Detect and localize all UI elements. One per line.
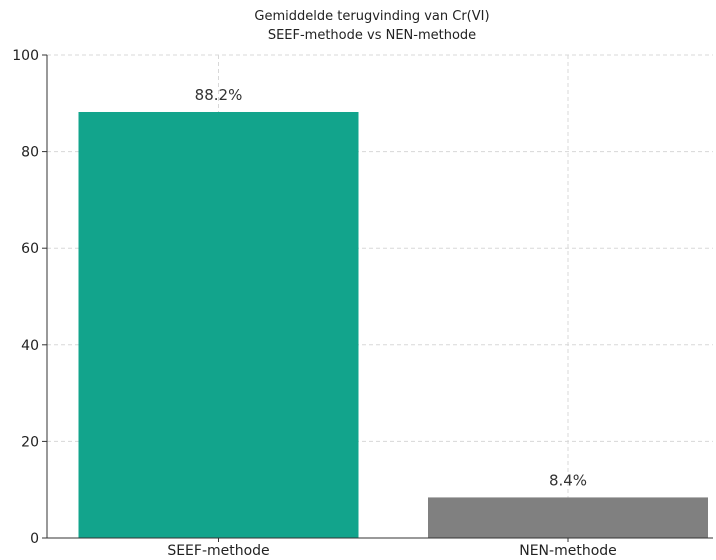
y-tick-label: 80 <box>21 145 39 161</box>
x-tick-label: NEN-methode <box>519 543 617 559</box>
label-layer: 88.2% SEEF-methode 8.4% NEN-methode 0 20 40 60 8… <box>12 48 617 559</box>
y-tick-label: 20 <box>21 434 39 450</box>
chart-title: Gemiddelde terugvinding van Cr(VI) <box>254 9 489 24</box>
y-tick-label: 60 <box>21 241 39 257</box>
bar <box>78 111 359 538</box>
y-tick-label: 100 <box>12 48 39 64</box>
axis-layer <box>42 54 713 542</box>
y-tick-label: 40 <box>21 338 39 354</box>
x-tick-label: SEEF-methode <box>167 543 269 559</box>
y-tick-label: 0 <box>30 531 39 547</box>
data-label: 8.4% <box>549 471 587 489</box>
bar-layer <box>78 111 708 538</box>
data-label: 88.2% <box>195 86 243 104</box>
chart-subtitle: SEEF-methode vs NEN-methode <box>268 28 476 43</box>
bar <box>428 497 708 538</box>
